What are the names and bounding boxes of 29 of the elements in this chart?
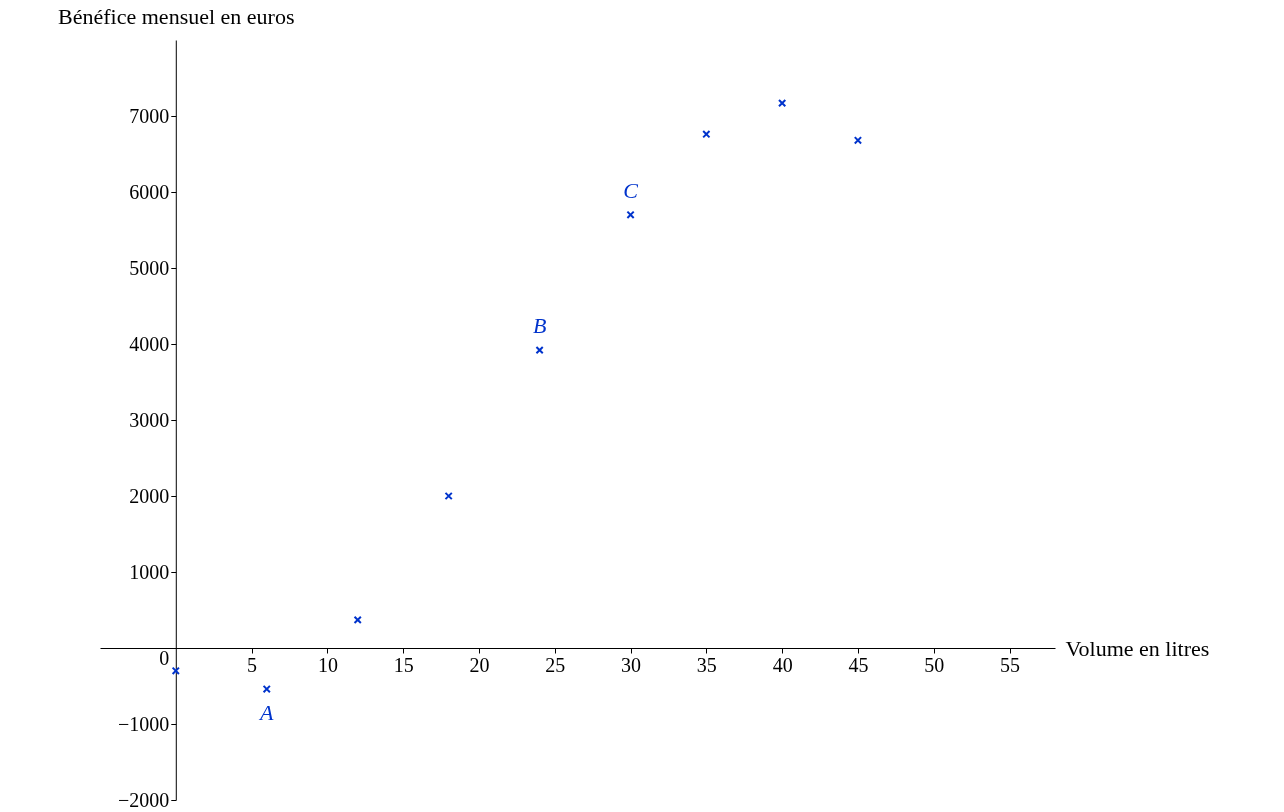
- x-tick-label: 25: [545, 653, 566, 676]
- x-tick-label: 35: [696, 653, 717, 676]
- x-tick-label: 50: [924, 653, 945, 676]
- annotation: B: [532, 313, 547, 339]
- y-tick-label: 4000: [129, 332, 170, 355]
- x-tick-label: 5: [247, 653, 258, 676]
- y-tick-label: 7000: [129, 104, 170, 127]
- x-tick-label: 45: [848, 653, 869, 676]
- y-tick-label: 5000: [129, 256, 170, 279]
- y-tick-label: 1000: [129, 560, 170, 583]
- annotation: C: [623, 177, 639, 203]
- point: [777, 98, 787, 108]
- x-tick-label: 10: [317, 653, 338, 676]
- x-axis-title: Volume en litres: [1065, 635, 1210, 661]
- annotation: A: [258, 700, 275, 726]
- y-tick-label: 3000: [129, 408, 170, 431]
- point: [262, 684, 271, 694]
- x-tick-label: 20: [469, 653, 490, 676]
- x-tick-label: 55: [1000, 653, 1021, 676]
- y-tick-label: −2000: [118, 788, 170, 811]
- x-tick-label: 40: [772, 653, 793, 676]
- y-tick-label: −1000: [118, 712, 170, 735]
- y-axis-title: Bénéfice mensuel en euros: [58, 3, 295, 29]
- x-tick-label: 30: [621, 653, 642, 676]
- x-tick-label: 15: [393, 653, 414, 676]
- y-tick-label: 0: [159, 646, 170, 669]
- y-tick-label: 6000: [129, 180, 170, 203]
- y-tick-label: 2000: [129, 484, 170, 507]
- point: [853, 136, 863, 145]
